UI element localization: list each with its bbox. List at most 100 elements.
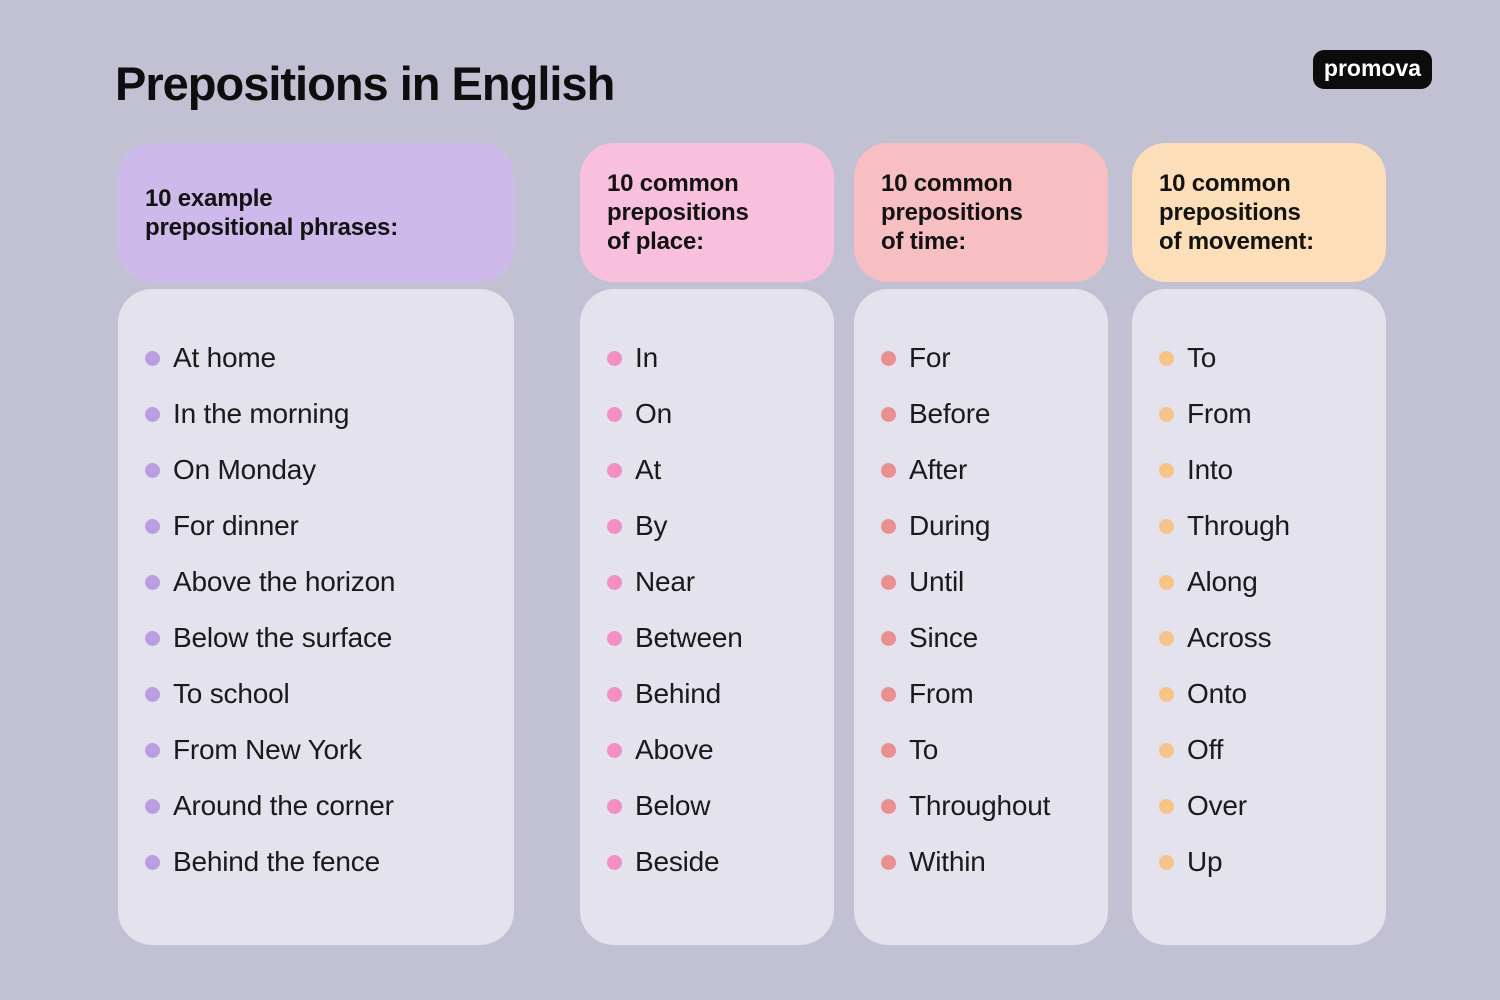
promova-logo: promova — [1313, 50, 1432, 89]
bullet-icon — [607, 350, 622, 366]
column-prepositional-phrases: 10 example prepositional phrases: At hom… — [118, 143, 514, 945]
list-item: Between — [580, 610, 834, 666]
list-item: In — [580, 330, 834, 386]
list-item: Within — [854, 834, 1108, 890]
list-item: After — [854, 442, 1108, 498]
bullet-icon — [881, 518, 896, 534]
page-title: Prepositions in English — [115, 57, 615, 110]
bullet-icon — [607, 742, 622, 758]
list-item: Throughout — [854, 778, 1108, 834]
item-label: By — [635, 510, 668, 541]
bullet-icon — [881, 742, 896, 758]
item-label: Before — [909, 398, 991, 429]
item-label: In — [635, 342, 658, 373]
item-label: Across — [1187, 622, 1272, 653]
list-item: Over — [1132, 778, 1386, 834]
list-item: In the morning — [118, 386, 514, 442]
bullet-icon — [1159, 854, 1174, 870]
item-label: Above the horizon — [173, 566, 396, 597]
item-label: Through — [1187, 510, 1290, 541]
bullet-icon — [145, 742, 160, 758]
column-header-text: 10 example prepositional phrases: — [145, 184, 398, 241]
item-label: Below — [635, 790, 711, 821]
bullet-icon — [1159, 742, 1174, 758]
list-item: For dinner — [118, 498, 514, 554]
list-item: Above the horizon — [118, 554, 514, 610]
bullet-icon — [881, 462, 896, 478]
bullet-icon — [1159, 630, 1174, 646]
list-item: Before — [854, 386, 1108, 442]
item-label: In the morning — [173, 398, 350, 429]
item-label: Along — [1187, 566, 1258, 597]
bullet-icon — [1159, 686, 1174, 702]
item-label: Into — [1187, 454, 1233, 485]
bullet-icon — [607, 798, 622, 814]
list-item: From — [1132, 386, 1386, 442]
item-label: During — [909, 510, 991, 541]
bullet-icon — [881, 854, 896, 870]
column-header-text: 10 common prepositions of place: — [607, 170, 749, 255]
list-item: On Monday — [118, 442, 514, 498]
list-item: On — [580, 386, 834, 442]
item-label: Beside — [635, 846, 720, 877]
item-label: Around the corner — [173, 790, 394, 821]
list-item: Until — [854, 554, 1108, 610]
bullet-icon — [607, 686, 622, 702]
column-header-text: 10 common prepositions of movement: — [1159, 170, 1314, 255]
bullet-icon — [1159, 462, 1174, 478]
bullet-icon — [145, 406, 160, 422]
column-prepositions-of-place: 10 common prepositions of place: In On A… — [580, 143, 834, 945]
bullet-icon — [881, 798, 896, 814]
item-label: Throughout — [909, 790, 1051, 821]
list-item: Since — [854, 610, 1108, 666]
column-prepositions-of-time: 10 common prepositions of time: For Befo… — [854, 143, 1108, 945]
column-body-card: For Before After During Until Since From… — [854, 289, 1108, 945]
list-item: During — [854, 498, 1108, 554]
bullet-icon — [145, 574, 160, 590]
list-item: At home — [118, 330, 514, 386]
bullet-icon — [607, 406, 622, 422]
item-label: Within — [909, 846, 986, 877]
preposition-list: For Before After During Until Since From… — [854, 289, 1108, 890]
item-label: At — [635, 454, 662, 485]
item-label: Between — [635, 622, 743, 653]
column-body-card: At home In the morning On Monday For din… — [118, 289, 514, 945]
item-label: On Monday — [173, 454, 316, 485]
list-item: Above — [580, 722, 834, 778]
item-label: At home — [173, 342, 276, 373]
item-label: After — [909, 454, 968, 485]
bullet-icon — [881, 686, 896, 702]
item-label: Below the surface — [173, 622, 393, 653]
column-body-card: To From Into Through Along Across Onto O… — [1132, 289, 1386, 945]
preposition-list: To From Into Through Along Across Onto O… — [1132, 289, 1386, 890]
list-item: Below — [580, 778, 834, 834]
bullet-icon — [145, 462, 160, 478]
bullet-icon — [1159, 798, 1174, 814]
bullet-icon — [1159, 518, 1174, 534]
column-header-card: 10 common prepositions of time: — [854, 143, 1108, 282]
item-label: To — [909, 734, 939, 765]
list-item: To school — [118, 666, 514, 722]
list-item: From New York — [118, 722, 514, 778]
item-label: Over — [1187, 790, 1247, 821]
list-item: Through — [1132, 498, 1386, 554]
list-item: Beside — [580, 834, 834, 890]
list-item: Below the surface — [118, 610, 514, 666]
promova-logo-text: promova — [1323, 55, 1422, 81]
column-body-card: In On At By Near Between Behind Above Be… — [580, 289, 834, 945]
list-item: For — [854, 330, 1108, 386]
bullet-icon — [607, 630, 622, 646]
bullet-icon — [881, 630, 896, 646]
list-item: From — [854, 666, 1108, 722]
column-prepositions-of-movement: 10 common prepositions of movement: To F… — [1132, 143, 1386, 945]
item-label: Onto — [1187, 678, 1247, 709]
list-item: At — [580, 442, 834, 498]
item-label: Behind — [635, 678, 721, 709]
bullet-icon — [1159, 574, 1174, 590]
list-item: To — [854, 722, 1108, 778]
preposition-list: At home In the morning On Monday For din… — [118, 289, 514, 890]
preposition-list: In On At By Near Between Behind Above Be… — [580, 289, 834, 890]
bullet-icon — [881, 406, 896, 422]
item-label: Above — [635, 734, 714, 765]
